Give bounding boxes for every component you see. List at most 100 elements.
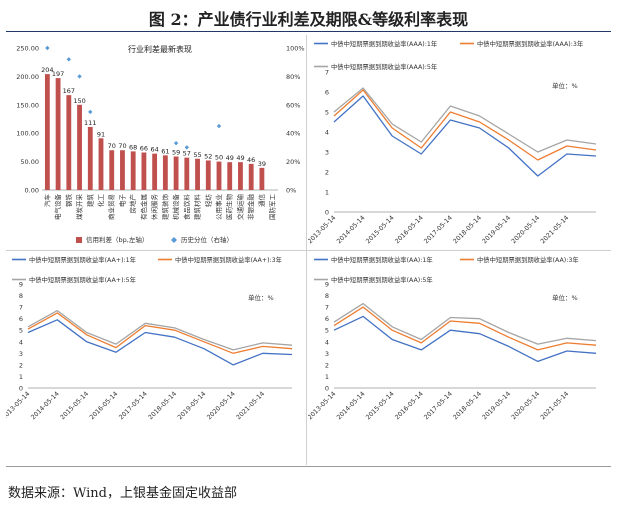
bar-建筑材料 [195,158,200,190]
y-tick: 4 [325,338,329,346]
x-tick-label: 2018-05-14 [452,214,483,245]
series-line-3 [27,309,293,351]
x-tick-label: 2017-05-14 [423,390,454,421]
bar-value-label: 68 [129,143,137,151]
y-tick: 1 [19,373,23,381]
legend-label: 中债中短期票据到期收益率(AA+):1年 [29,255,136,264]
x-tick-label: 2016-05-14 [394,390,425,421]
bar-chart: 行业利差最新表现 0.00 50.00 100.00 150.00 200.00 250.0… [16,44,304,244]
percentile-point [45,45,50,51]
percentile-point [173,140,179,146]
y-tick: 4 [19,338,23,346]
y-tick: 9 [19,281,23,289]
y-tick: 8 [325,292,329,300]
x-tick-label: 2016-05-14 [394,214,425,245]
legend-label: 中债中短期票据到期收益率(AAA):1年 [331,39,437,48]
y-tick: 0 [19,385,23,393]
bar-value-label: 64 [150,146,158,154]
y-tick-left: 200.00 [16,73,39,81]
x-tick-label: 2021-05-14 [539,214,570,245]
x-tick-label: 2020-05-14 [206,390,237,421]
percentile-point [66,57,72,62]
x-tick-label: 化工 [96,194,105,208]
bar-食品饮料 [184,157,190,190]
x-tick-label: 2019-05-14 [177,390,208,421]
bar-value-label: 150 [73,97,85,105]
unit-label: 单位：% [552,293,578,302]
y-tick: 2 [325,169,329,177]
bar-value-label: 49 [226,154,234,162]
y-tick: 2 [325,361,329,369]
x-tick-label: 交通运输 [235,193,244,220]
y-tick-right: 0% [286,187,296,195]
bar-value-label: 70 [118,142,126,150]
x-tick-label: 2016-05-14 [89,390,120,421]
bar-建筑装饰 [162,155,168,190]
figure-title: 图 2：产业债行业利差及期限&等级利率表现 [148,10,469,29]
y-tick-left: 100.00 [16,130,39,138]
bar-value-label: 50 [215,154,223,162]
y-tick: 7 [325,69,329,77]
bar-化工 [98,138,104,190]
x-tick-label: 非银金融 [246,194,255,221]
bar-value-label: 167 [63,87,75,95]
series-line-2 [333,89,597,161]
x-tick-label: 2017-05-14 [118,390,149,421]
bar-value-label: 55 [193,151,201,159]
y-tick: 5 [19,327,23,335]
unit-label: 单位：% [552,81,578,90]
bar-value-label: 46 [247,156,255,164]
x-tick-label: 2014-05-14 [30,390,61,421]
y-tick: 3 [325,149,329,157]
bar-value-label: 66 [140,145,148,153]
legend-label: 中债中短期票据到期收益率(AA):1年 [331,255,433,264]
x-tick-label: 商业贸易 [107,194,116,220]
x-tick-label: 2015-05-14 [365,390,396,421]
bar-value-label: 91 [97,130,105,138]
bar-value-label: 59 [172,148,180,156]
series-line-3 [333,302,597,345]
x-tick-label: 建筑材料 [193,194,202,221]
line-chart-aaa-panel: 中债中短期票据到期收益率(AAA):1年 中债中短期票据到期收益率(AAA):3年… [308,36,611,250]
x-tick-label: 2014-05-14 [336,214,367,245]
legend-label: 中债中短期票据到期收益率(AAA):3年 [477,39,583,48]
bar-value-label: 57 [183,150,191,158]
bar-机械设备 [173,156,179,190]
bar-value-label: 39 [258,160,266,168]
x-tick-label: 2018-05-14 [147,390,178,421]
bar-chart-panel: 行业利差最新表现 0.00 50.00 100.00 150.00 200.00 250.0… [6,36,306,250]
line-chart-aaplus: 中债中短期票据到期收益率(AA+):1年 中债中短期票据到期收益率(AA+):3年… [6,255,293,421]
bar-公用事业 [216,161,222,190]
legend-label: 中债中短期票据到期收益率(AA+):3年 [175,255,282,264]
percentile-point [216,123,222,129]
series-line-2 [333,306,597,351]
y-tick: 3 [19,350,23,358]
y-tick: 5 [325,327,329,335]
x-tick-label: 有色金属 [139,194,148,220]
y-tick-left: 250.00 [16,45,39,53]
bar-value-label: 204 [41,66,53,74]
series-line-1 [333,95,597,177]
x-tick-label: 休闲服务 [150,194,159,221]
x-tick-label: 2021-05-14 [235,390,266,421]
bar-建筑 [87,126,93,190]
y-tick: 7 [325,304,329,312]
x-tick-label: 2019-05-14 [481,390,512,421]
x-tick-label: 煤炭开采 [75,194,84,221]
x-tick-label: 2013-05-14 [308,214,337,245]
legend-label: 中债中短期票据到期收益率(AAA):5年 [331,62,437,71]
y-tick: 6 [325,89,329,97]
bar-value-label: 197 [52,70,64,78]
percentile-point [88,109,93,115]
bar-value-label: 49 [236,154,244,162]
bar-有色金属 [141,152,147,190]
x-tick-label: 建筑 [85,194,94,208]
y-tick: 9 [325,281,329,289]
bar-钢铁 [66,95,72,190]
line-chart-aa: 中债中短期票据到期收益率(AA):1年 中债中短期票据到期收益率(AA):3年中债… [308,255,597,421]
bottom-rule [6,466,611,467]
x-tick-label: 2015-05-14 [59,390,90,421]
chart-title: 行业利差最新表现 [128,44,192,54]
bar-轻纺 [205,160,211,190]
legend-swatch-spread [76,237,82,243]
